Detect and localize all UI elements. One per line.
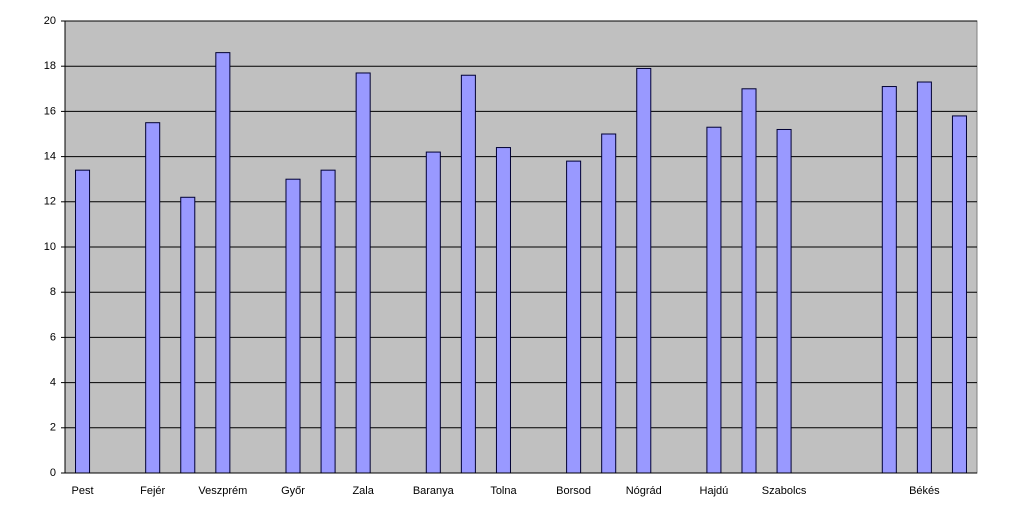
y-tick-label: 14 (44, 151, 56, 163)
bar (215, 52, 231, 474)
bar (636, 67, 652, 474)
y-tick-label: 8 (50, 286, 56, 298)
y-tick-label: 20 (44, 15, 56, 27)
y-tick-label: 12 (44, 196, 56, 208)
bar (706, 126, 722, 474)
bar (75, 169, 91, 474)
x-tick-label: Szabolcs (762, 485, 807, 497)
bar (951, 115, 967, 474)
y-tick-label: 0 (50, 467, 56, 479)
bar (601, 133, 617, 474)
bar (285, 178, 301, 474)
y-tick-label: 2 (50, 422, 56, 434)
bar (916, 81, 932, 474)
y-tick-label: 6 (50, 331, 56, 343)
x-tick-label: Baranya (413, 485, 455, 497)
y-tick-label: 10 (44, 241, 56, 253)
y-tick-label: 18 (44, 60, 56, 72)
x-tick-label: Borsod (556, 485, 591, 497)
bar (881, 86, 897, 474)
x-tick-label: Hajdú (700, 485, 729, 497)
bar (776, 128, 792, 474)
y-tick-label: 4 (50, 377, 56, 389)
bar (145, 122, 161, 474)
bar (460, 74, 476, 474)
y-tick-label: 16 (44, 105, 56, 117)
x-tick-label: Békés (909, 485, 940, 497)
bar (741, 88, 757, 474)
x-tick-label: Zala (352, 485, 374, 497)
bar (495, 147, 511, 474)
x-tick-label: Pest (72, 485, 94, 497)
x-tick-label: Nógrád (626, 485, 662, 497)
bar (425, 151, 441, 474)
bar (180, 196, 196, 474)
x-tick-label: Fejér (140, 485, 165, 497)
x-tick-label: Veszprém (198, 485, 247, 497)
bar (355, 72, 371, 474)
bar (320, 169, 336, 474)
x-tick-label: Győr (281, 485, 305, 497)
bar (566, 160, 582, 474)
x-tick-label: Tolna (490, 485, 517, 497)
